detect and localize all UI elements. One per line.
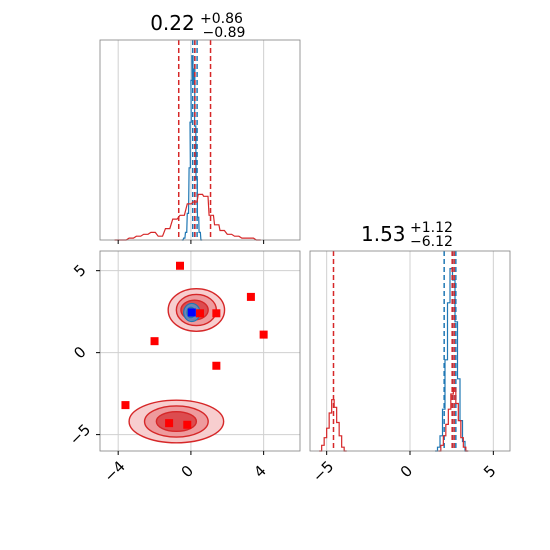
scatter-point bbox=[196, 309, 204, 318]
x-tick-label: 4 bbox=[250, 462, 269, 481]
panel-title-param-1: 0.22 +0.86 −0.89 bbox=[150, 8, 248, 41]
scatter-point bbox=[183, 420, 192, 429]
x-tick-label: 0 bbox=[397, 462, 416, 481]
y-tick-label: −5 bbox=[66, 420, 94, 448]
title-minus-error: −0.89 bbox=[203, 25, 246, 41]
scatter-point bbox=[212, 361, 221, 370]
scatter-point bbox=[176, 261, 184, 270]
scatter-point bbox=[212, 309, 221, 318]
panel-title-param-2: 1.53 +1.12 −6.12 bbox=[361, 217, 458, 250]
scatter-point bbox=[150, 337, 159, 346]
histogram-series-1 bbox=[435, 268, 468, 452]
x-tick-label: −5 bbox=[309, 457, 337, 485]
title-plus-error: +1.12 bbox=[410, 220, 453, 236]
panel-1-background bbox=[100, 40, 300, 240]
scatter-point bbox=[121, 401, 130, 410]
x-tick-label: −4 bbox=[100, 457, 128, 485]
panel-2-frame bbox=[99, 250, 301, 452]
title-median-value: 1.53 bbox=[361, 222, 406, 246]
y-tick-label: 0 bbox=[70, 343, 89, 362]
scatter-point bbox=[165, 419, 174, 428]
marginal-histogram-param-2: 1.53 +1.12 −6.12 −5 0 5 bbox=[309, 217, 511, 486]
joint-plot-area bbox=[100, 251, 300, 451]
marginal-histogram-param-1: 0.22 +0.86 −0.89 bbox=[99, 8, 301, 244]
truth-point bbox=[187, 308, 196, 317]
panel-1-frame bbox=[99, 39, 301, 241]
title-minus-error: −6.12 bbox=[410, 234, 453, 250]
title-plus-error: +0.86 bbox=[200, 11, 243, 27]
title-median-value: 0.22 bbox=[150, 11, 195, 35]
scatter-point bbox=[259, 330, 268, 339]
y-tick-label: 5 bbox=[70, 261, 89, 280]
histogram-series-2 bbox=[114, 193, 261, 241]
scatter-point bbox=[246, 292, 255, 301]
joint-scatter-param-1-param-2: −4 0 4 5 0 −5 bbox=[66, 250, 301, 486]
x-tick-label: 0 bbox=[178, 462, 197, 481]
x-tick-label: 5 bbox=[480, 462, 499, 481]
